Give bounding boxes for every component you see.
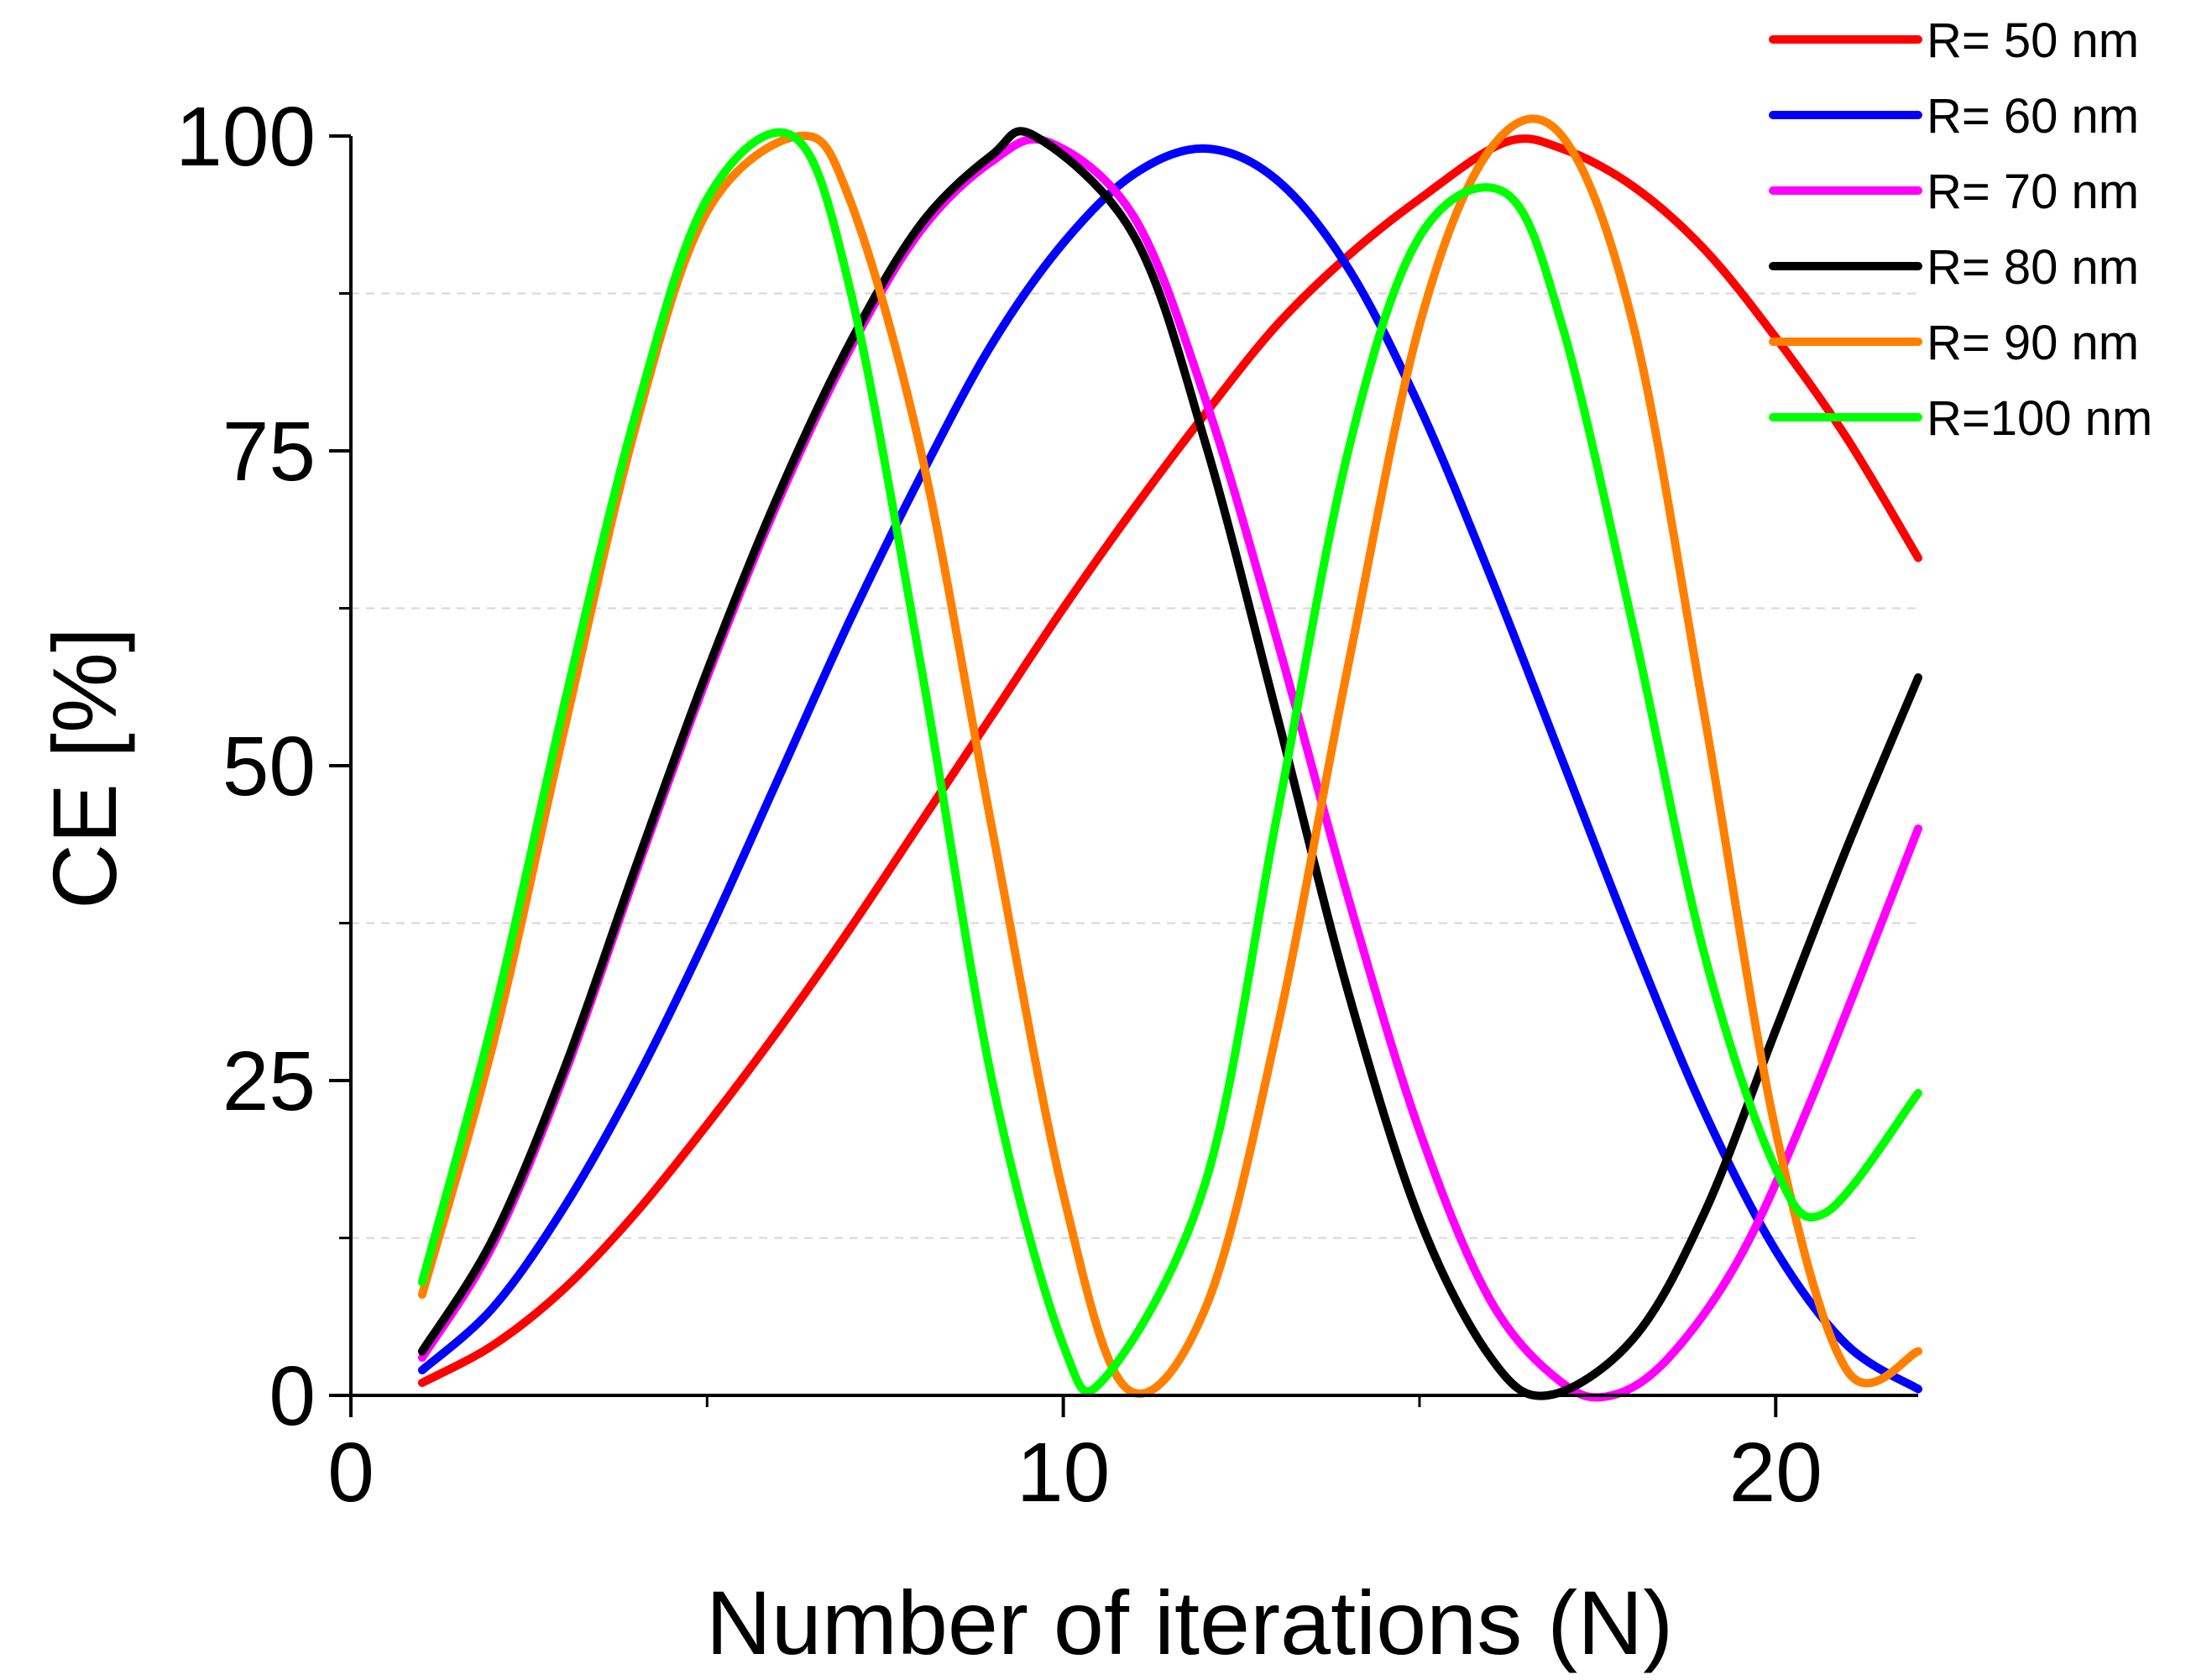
legend-label-6: R=100 nm — [1927, 391, 2152, 446]
y-tick-label: 50 — [222, 720, 316, 814]
grid-layer — [351, 292, 1918, 1239]
series-line-6 — [417, 128, 1922, 1396]
axes-layer — [349, 136, 1918, 1397]
ticks-layer: 0 25 50 75 100 0 10 20 — [175, 90, 1822, 1520]
legend-layer: R= 50 nm R= 60 nm R= 70 nm R= 80 nm R= 90 nm… — [1769, 13, 2152, 446]
legend-label-1: R= 50 nm — [1927, 13, 2139, 68]
y-tick-label: 75 — [222, 405, 316, 499]
legend-label-3: R= 70 nm — [1927, 165, 2139, 219]
legend-label-2: R= 60 nm — [1927, 89, 2139, 144]
series-line-1 — [417, 134, 1922, 1387]
x-tick-label: 10 — [1017, 1426, 1110, 1520]
x-tick-label: 20 — [1729, 1426, 1822, 1520]
y-tick-label: 25 — [222, 1034, 316, 1128]
x-tick-label: 0 — [327, 1426, 374, 1520]
y-axis-title: CE [%] — [34, 627, 135, 909]
series-line-2 — [417, 144, 1922, 1394]
x-axis-title: Number of iterations (N) — [706, 1572, 1673, 1673]
series-layer — [417, 114, 1922, 1402]
series-line-4 — [417, 127, 1922, 1400]
y-tick-label: 0 — [269, 1349, 316, 1443]
y-tick-label: 100 — [175, 90, 316, 184]
legend-label-5: R= 90 nm — [1927, 316, 2139, 370]
legend-label-4: R= 80 nm — [1927, 240, 2139, 295]
